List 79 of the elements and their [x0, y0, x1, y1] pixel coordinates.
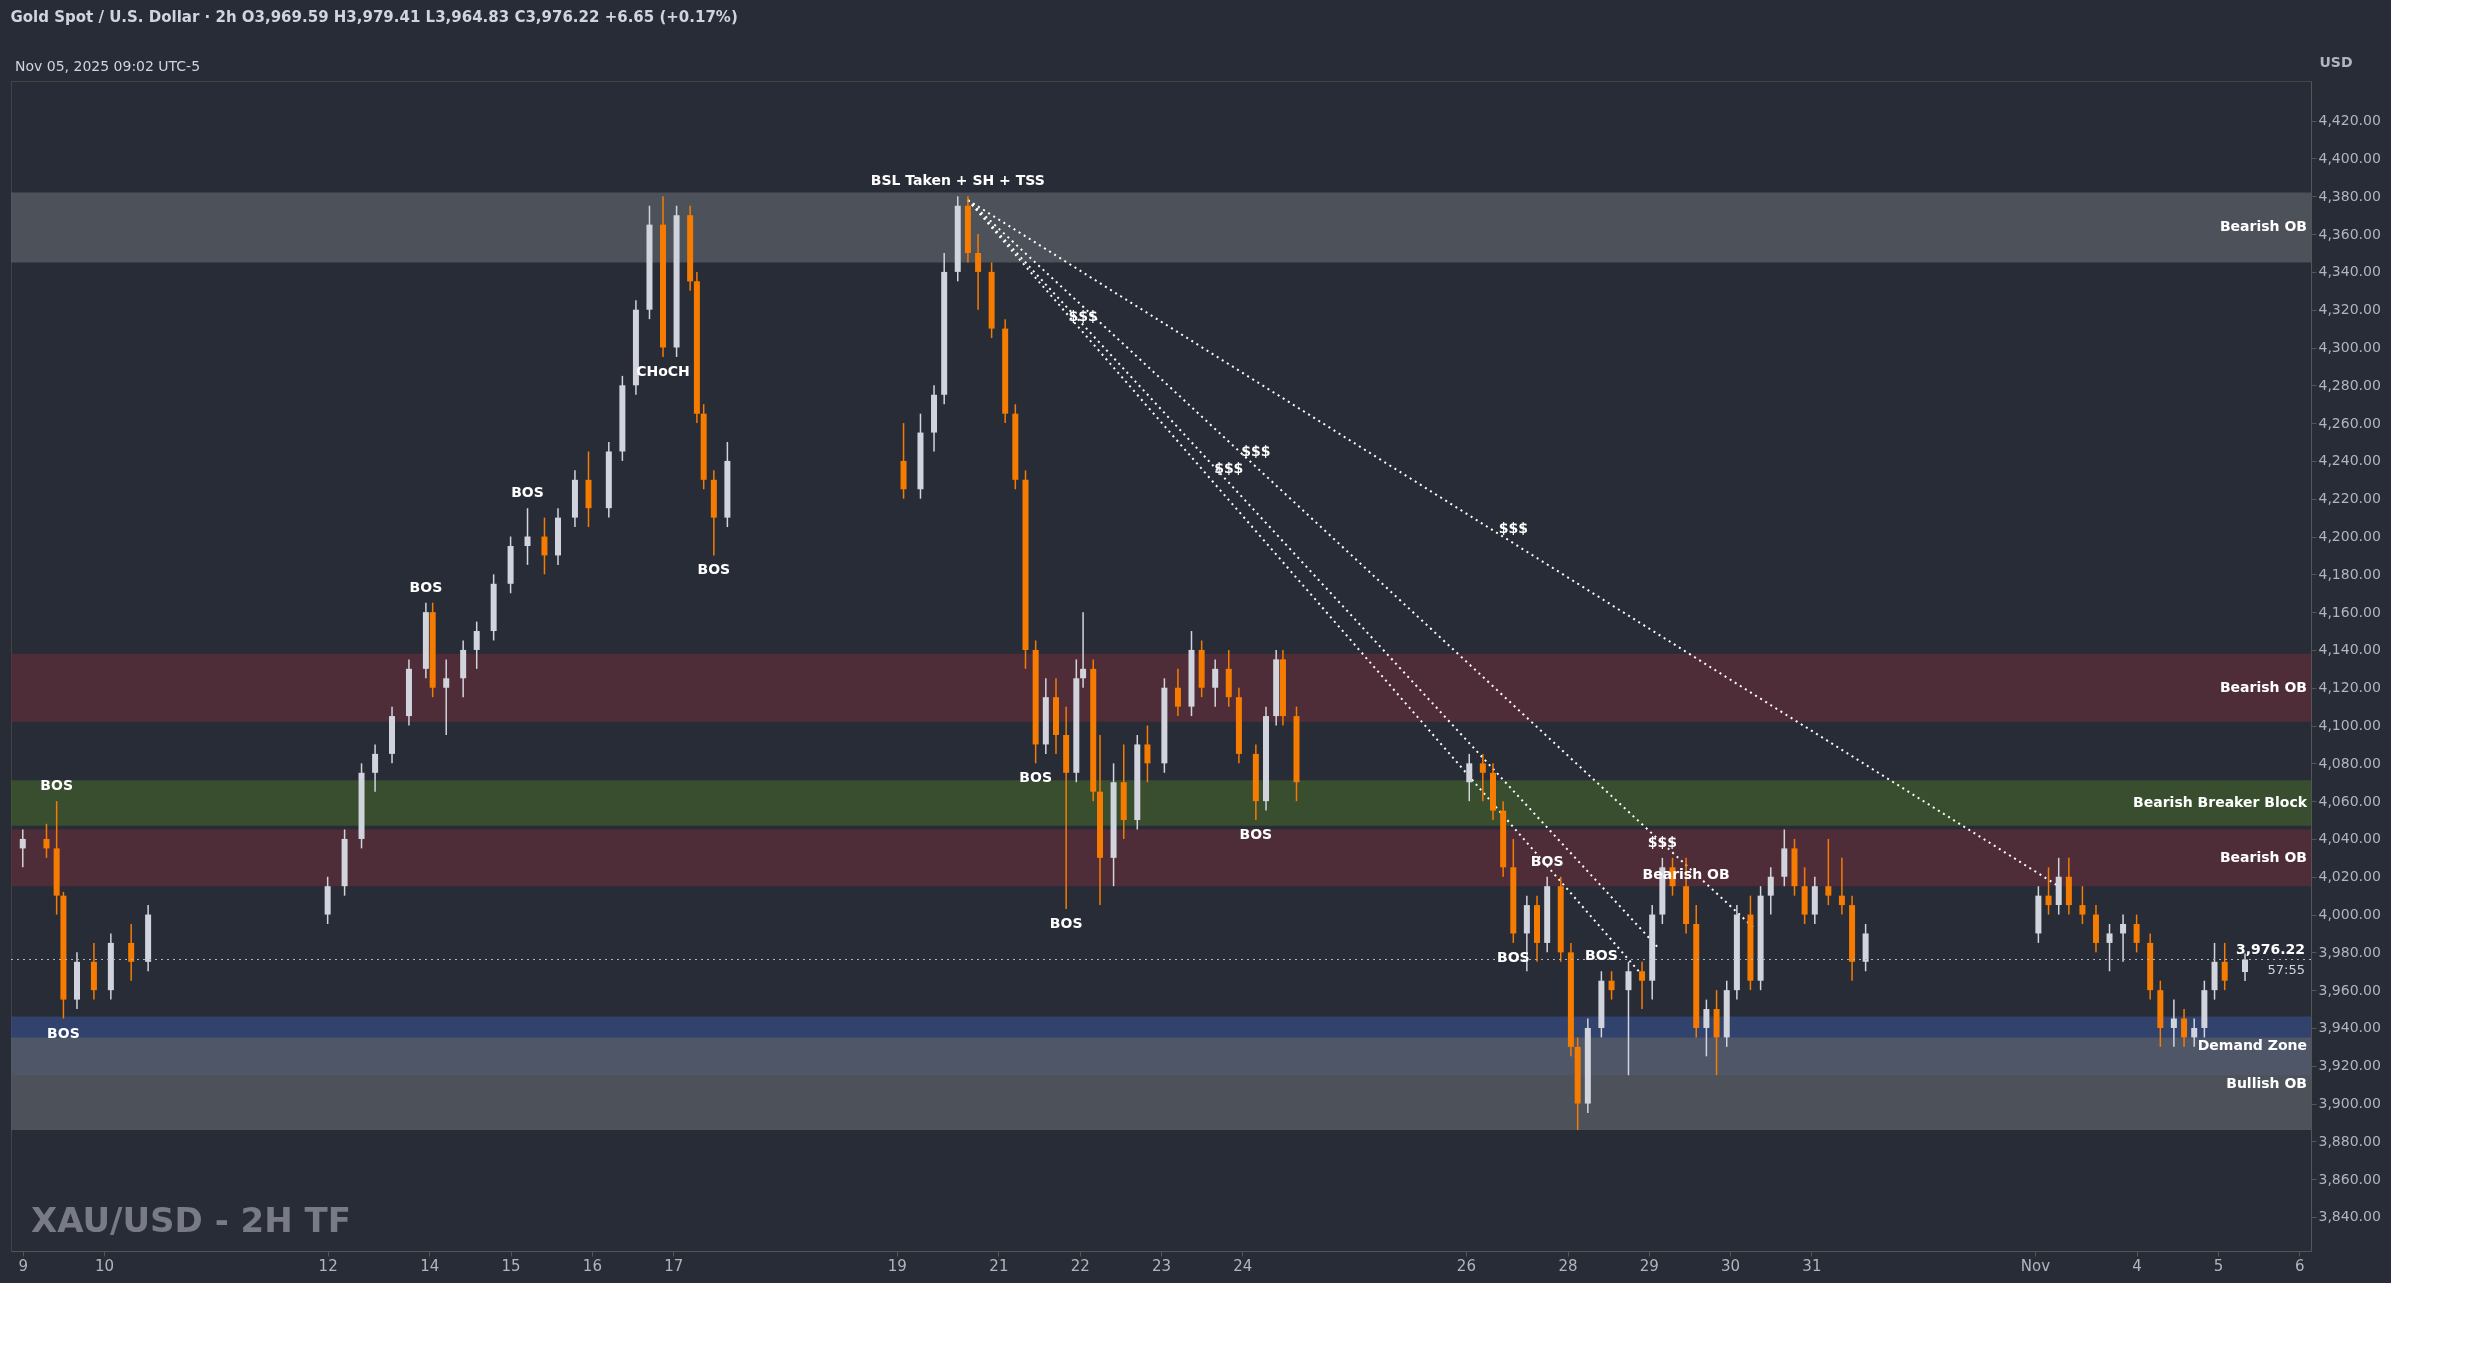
annotation: $$$ — [1068, 308, 1098, 325]
band-label: Demand Zone — [2197, 1036, 2307, 1053]
ref-line-label: 3,976.22 — [2235, 940, 2305, 957]
y-tick-label: 4,300.00 — [2318, 339, 2381, 356]
x-tick-label: 30 — [1721, 1256, 1741, 1275]
band-label: Bearish Breaker Block — [2133, 794, 2308, 811]
annotation: $$$ — [1214, 459, 1244, 476]
annotation: BOS — [1049, 914, 1083, 931]
annotation: 57:55 — [2267, 961, 2305, 977]
y-tick-label: 4,100.00 — [2318, 717, 2381, 734]
y-tick-label: 4,220.00 — [2318, 490, 2381, 507]
x-tick-label: 19 — [887, 1256, 907, 1275]
y-tick-label: 4,260.00 — [2318, 414, 2381, 431]
y-tick-label: 3,880.00 — [2318, 1132, 2381, 1149]
y-tick-label: 4,400.00 — [2318, 150, 2381, 166]
x-tick-label: 29 — [1639, 1256, 1659, 1275]
y-tick-label: 4,240.00 — [2318, 452, 2381, 469]
y-tick-label: 4,340.00 — [2318, 263, 2381, 280]
y-tick-label: 4,180.00 — [2318, 565, 2381, 582]
x-tick-label: Nov — [2020, 1256, 2051, 1275]
x-tick-label: 31 — [1802, 1256, 1822, 1275]
chart-subtitle: Gold Spot / U.S. Dollar · 2h O3,969.59 H3,979.41 L3,964.83 C3,976.22 +6.65 (+0.17%) — [10, 8, 738, 26]
y-tick-label: 4,320.00 — [2318, 301, 2381, 318]
annotation: BOS — [40, 777, 73, 794]
y-tick-label: 4,160.00 — [2318, 603, 2381, 620]
x-tick-label: 10 — [95, 1256, 115, 1275]
band-label: Bullish OB — [2226, 1074, 2307, 1091]
x-tick-label: 4 — [2132, 1256, 2142, 1275]
y-tick-label: 4,020.00 — [2318, 868, 2381, 885]
annotation: $$$ — [1647, 833, 1677, 850]
x-tick-label: 15 — [501, 1256, 521, 1275]
y-tick-label: 4,120.00 — [2318, 679, 2381, 696]
band-label: Bearish OB — [2219, 678, 2307, 695]
y-tick-label: 3,940.00 — [2318, 1019, 2381, 1036]
y-tick-label: 4,200.00 — [2318, 528, 2381, 545]
x-tick-label: 5 — [2213, 1256, 2224, 1275]
y-tick-label: 4,000.00 — [2318, 906, 2381, 923]
annotation: BOS — [1239, 826, 1273, 843]
y-tick-label: 4,280.00 — [2318, 376, 2381, 393]
x-tick-label: 24 — [1233, 1256, 1253, 1275]
annotation: BOS — [511, 484, 544, 501]
x-tick-label: 9 — [18, 1256, 29, 1275]
annotation: BSL Taken + SH + TSS — [870, 172, 1045, 189]
annotation: $$$ — [1241, 442, 1271, 459]
x-tick-label: 26 — [1456, 1256, 1476, 1275]
x-tick-label: 23 — [1151, 1256, 1172, 1275]
annotation: BOS — [1530, 852, 1564, 869]
x-tick-label: 16 — [582, 1256, 602, 1275]
y-tick-label: 3,900.00 — [2318, 1095, 2381, 1112]
text: XAU/USD - 2H TF — [31, 1200, 351, 1240]
y-tick-label: 3,980.00 — [2318, 943, 2381, 960]
y-tick-label: 3,960.00 — [2318, 981, 2381, 998]
annotation: BOS — [697, 561, 731, 578]
x-tick-label: 22 — [1070, 1256, 1090, 1275]
band-label: Bearish OB — [2219, 848, 2307, 865]
y-tick-label: 4,140.00 — [2318, 641, 2381, 658]
y-axis-title: USD — [2319, 53, 2353, 70]
text: Nov 05, 2025 09:02 UTC-5 — [15, 58, 201, 74]
y-tick-label: 4,080.00 — [2318, 754, 2381, 771]
y-tick-label: 3,920.00 — [2318, 1057, 2381, 1074]
x-tick-label: 17 — [664, 1256, 684, 1275]
y-tick-label: 3,840.00 — [2318, 1208, 2381, 1225]
annotation: BOS — [1585, 947, 1618, 964]
y-tick-label: 4,420.00 — [2318, 112, 2381, 129]
x-tick-label: 14 — [420, 1256, 440, 1275]
y-tick-label: 4,360.00 — [2318, 225, 2381, 242]
annotation: $$$ — [1498, 520, 1528, 537]
annotation: BOS — [1019, 769, 1052, 786]
y-tick-label: 4,380.00 — [2318, 187, 2381, 204]
y-tick-label: 4,060.00 — [2318, 792, 2381, 809]
annotation: BOS — [47, 1024, 80, 1041]
x-tick-label: 21 — [989, 1256, 1009, 1275]
x-tick-label: 12 — [318, 1256, 338, 1275]
y-tick-label: 4,040.00 — [2318, 830, 2381, 847]
x-tick-label: 28 — [1558, 1256, 1578, 1275]
annotation: BOS — [409, 578, 443, 595]
y-tick-label: 3,860.00 — [2318, 1170, 2381, 1187]
x-tick-label: 6 — [2294, 1256, 2305, 1275]
band-label: Bearish OB — [2219, 218, 2307, 235]
